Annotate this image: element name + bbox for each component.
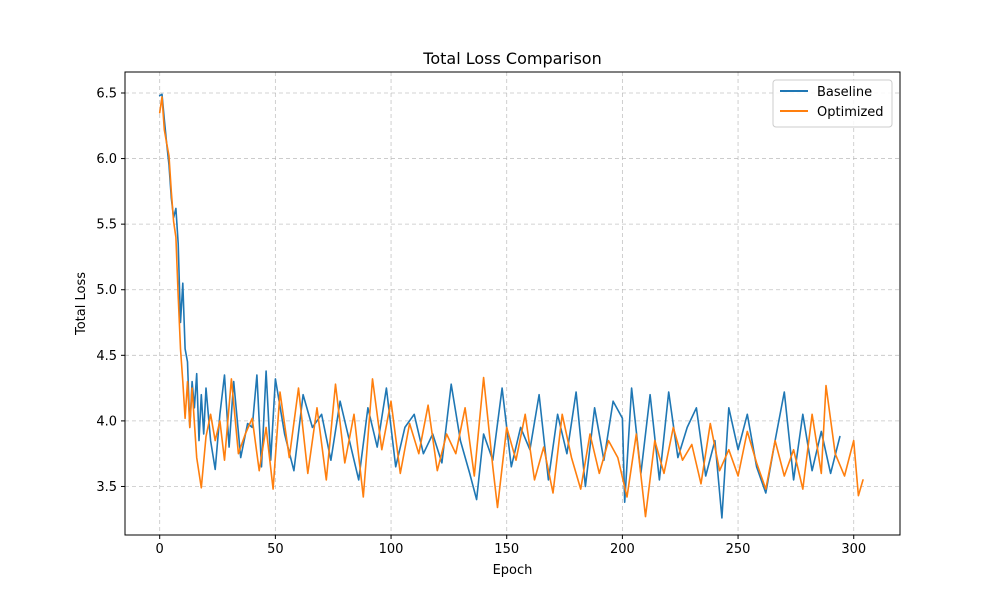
- y-tick-label: 5.5: [96, 218, 117, 233]
- plot-frame: [124, 71, 901, 536]
- chart-title: Total Loss Comparison: [422, 49, 601, 68]
- x-tick-label: 250: [726, 542, 751, 557]
- y-tick-label: 6.0: [96, 152, 117, 167]
- x-tick-label: 300: [841, 542, 866, 557]
- grid-layer: [125, 72, 900, 535]
- series-line-baseline: [158, 93, 841, 519]
- x-tick-label: 0: [156, 542, 164, 557]
- x-tick-label: 150: [494, 542, 519, 557]
- legend-label-baseline: Baseline: [817, 85, 872, 100]
- series-line-optimized: [158, 96, 864, 518]
- y-axis-label: Total Loss: [74, 272, 89, 336]
- y-tick-label: 3.5: [96, 480, 117, 495]
- x-tick-label: 100: [379, 542, 404, 557]
- y-tick-label: 5.0: [96, 283, 117, 298]
- y-tick-label: 4.5: [96, 349, 117, 364]
- legend-label-optimized: Optimized: [817, 105, 884, 120]
- x-tick-label: 50: [267, 542, 284, 557]
- legend: Baseline Optimized: [772, 79, 893, 128]
- series-layer: [158, 93, 864, 519]
- y-tick-label: 4.0: [96, 414, 117, 429]
- x-axis-label: Epoch: [493, 563, 533, 578]
- ticks-layer: 0 50 100 150 200 250 300 3.5 4.0 4.5 5.0 5.5 6.0 6.5: [96, 86, 866, 557]
- x-tick-label: 200: [610, 542, 635, 557]
- y-tick-label: 6.5: [96, 86, 117, 101]
